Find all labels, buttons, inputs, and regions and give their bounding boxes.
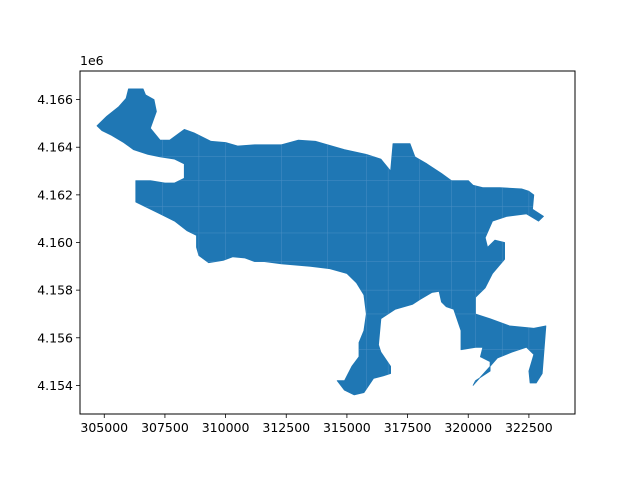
x-axis: 305000 307500 310000 312500 315000 317500 3200… — [80, 414, 553, 435]
x-tick-label: 312500 — [262, 420, 310, 435]
x-tick-label: 310000 — [202, 420, 250, 435]
y-tick-label: 4.154 — [37, 378, 73, 393]
x-tick-label: 307500 — [141, 420, 189, 435]
x-tick-label: 305000 — [80, 420, 128, 435]
x-tick-label: 315000 — [323, 420, 371, 435]
map-region — [96, 88, 547, 396]
y-axis: 4.154 4.156 4.158 4.160 4.162 4.164 4.166 — [37, 92, 80, 393]
y-tick-label: 4.158 — [37, 283, 73, 298]
y-axis-offset-label: 1e6 — [80, 53, 104, 68]
y-tick-label: 4.166 — [37, 92, 73, 107]
x-tick-label: 322500 — [505, 420, 553, 435]
x-tick-label: 317500 — [384, 420, 432, 435]
y-tick-label: 4.164 — [37, 140, 73, 155]
x-tick-label: 320000 — [444, 420, 492, 435]
y-tick-label: 4.160 — [37, 235, 73, 250]
y-tick-label: 4.156 — [37, 330, 73, 345]
y-tick-label: 4.162 — [37, 187, 73, 202]
